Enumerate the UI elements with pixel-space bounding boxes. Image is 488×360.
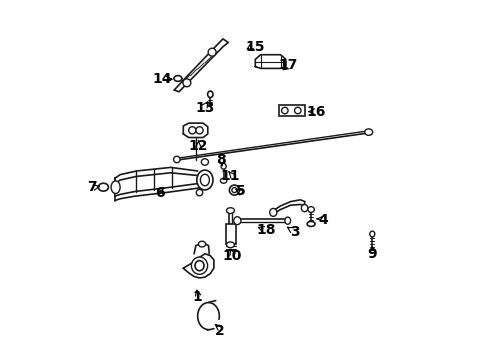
Ellipse shape: [111, 181, 120, 194]
Text: 15: 15: [245, 40, 264, 54]
Text: 13: 13: [195, 101, 214, 115]
Ellipse shape: [207, 91, 213, 98]
Text: 18: 18: [256, 224, 275, 237]
Ellipse shape: [301, 204, 307, 212]
Ellipse shape: [198, 241, 205, 247]
Ellipse shape: [174, 76, 182, 81]
Text: 9: 9: [367, 247, 376, 261]
Ellipse shape: [191, 257, 207, 274]
Ellipse shape: [226, 242, 234, 248]
Ellipse shape: [307, 207, 314, 212]
Ellipse shape: [201, 159, 208, 165]
Text: 16: 16: [306, 105, 325, 118]
Ellipse shape: [188, 127, 196, 134]
Text: 14: 14: [152, 72, 171, 86]
Text: 12: 12: [187, 139, 207, 153]
Ellipse shape: [233, 217, 241, 225]
Ellipse shape: [231, 188, 237, 193]
Text: 17: 17: [278, 58, 297, 72]
Ellipse shape: [208, 48, 216, 56]
Ellipse shape: [98, 183, 108, 191]
Ellipse shape: [196, 189, 203, 196]
Text: 11: 11: [220, 170, 239, 183]
Text: 4: 4: [318, 213, 328, 226]
Text: 10: 10: [222, 249, 241, 262]
Ellipse shape: [369, 231, 374, 237]
Ellipse shape: [173, 156, 180, 163]
Ellipse shape: [269, 208, 276, 216]
Bar: [225, 224, 235, 244]
Text: 2: 2: [214, 324, 224, 338]
Ellipse shape: [229, 185, 239, 195]
Ellipse shape: [294, 107, 301, 114]
Bar: [278, 105, 304, 116]
Text: 3: 3: [289, 225, 299, 239]
Text: 7: 7: [86, 180, 96, 194]
Ellipse shape: [226, 208, 234, 213]
Ellipse shape: [284, 217, 290, 224]
Text: 1: 1: [192, 290, 202, 304]
Text: 8: 8: [216, 153, 225, 167]
Ellipse shape: [281, 107, 287, 114]
Ellipse shape: [183, 79, 190, 87]
Ellipse shape: [221, 163, 225, 169]
Ellipse shape: [200, 174, 209, 186]
Ellipse shape: [306, 221, 314, 226]
Ellipse shape: [195, 261, 203, 271]
Text: 6: 6: [155, 186, 164, 199]
Ellipse shape: [364, 129, 372, 135]
Ellipse shape: [196, 127, 203, 134]
Ellipse shape: [196, 170, 213, 190]
Text: 5: 5: [236, 184, 245, 198]
Ellipse shape: [220, 178, 226, 183]
